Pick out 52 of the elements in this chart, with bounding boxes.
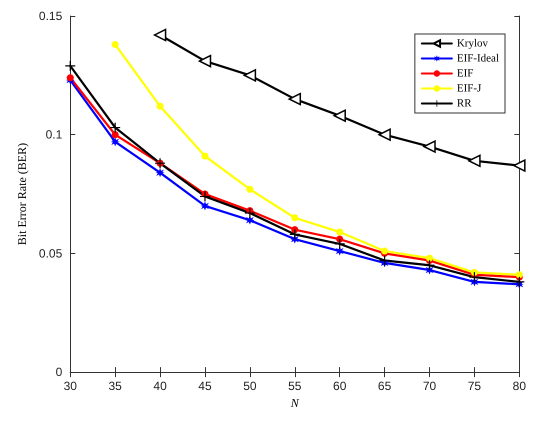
legend-label: EIF-Ideal [456, 52, 500, 64]
point [112, 40, 119, 48]
x-tick-label: 30 [64, 379, 78, 394]
point [154, 28, 166, 42]
point [200, 201, 210, 210]
point [335, 246, 344, 256]
point [156, 102, 164, 110]
legend-label: Krylov [456, 38, 489, 50]
point [245, 216, 254, 225]
point [334, 238, 345, 249]
point [424, 260, 435, 270]
point [426, 254, 434, 262]
point [290, 229, 300, 240]
legend-label: RR [456, 98, 472, 110]
x-axis-title: N [290, 396, 300, 410]
point [65, 60, 76, 71]
point [378, 128, 391, 141]
point [66, 74, 74, 82]
point [244, 69, 256, 82]
point [333, 109, 346, 122]
x-tick-label: 50 [243, 379, 257, 394]
x-tick-label: 70 [422, 379, 437, 394]
legend-label: EIF [456, 68, 474, 80]
point [336, 228, 344, 236]
x-tick-label: 40 [153, 379, 168, 394]
y-tick-label: 0.05 [38, 246, 63, 260]
y-tick-label: 0.15 [38, 9, 63, 23]
y-axis-title: Bit Error Rate (BER) [15, 142, 29, 246]
point [110, 137, 120, 146]
x-tick-label: 75 [468, 379, 482, 394]
x-tick-label: 45 [198, 379, 212, 394]
y-tick-label: 0 [56, 365, 63, 380]
point [423, 140, 436, 153]
x-tick-label: 80 [512, 379, 526, 394]
point [201, 152, 208, 160]
point [291, 214, 298, 222]
x-tick-label: 35 [108, 379, 122, 394]
point [246, 186, 254, 193]
point [468, 154, 481, 168]
point [288, 92, 302, 106]
y-tick-label: 0.1 [46, 128, 63, 142]
legend-label: EIF-J [456, 82, 482, 94]
x-tick-label: 65 [378, 379, 392, 394]
x-tick-label: 60 [333, 379, 347, 394]
point [513, 159, 526, 172]
point [516, 271, 523, 278]
x-tick-label: 55 [288, 379, 302, 394]
point [514, 276, 524, 287]
point [198, 54, 212, 68]
point [112, 131, 119, 138]
point [156, 168, 165, 178]
point [110, 122, 120, 133]
